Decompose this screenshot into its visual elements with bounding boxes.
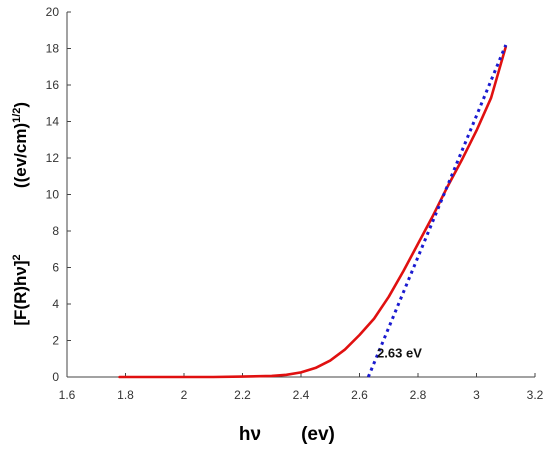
x-tick-label: 2.4 [293, 388, 310, 402]
x-axis-label-unit: (ev) [301, 424, 335, 445]
x-tick-label: 2 [181, 388, 188, 402]
x-axis-label-symbol: hν [239, 424, 261, 445]
x-tick-label: 2.2 [234, 388, 251, 402]
x-tick-label: 3 [473, 388, 480, 402]
x-ticks: 1.6 1.8 2 2.2 2.4 2.6 2.8 3 3.2 [59, 373, 544, 402]
x-tick-label: 1.6 [59, 388, 76, 402]
y-tick-label: 8 [52, 224, 59, 238]
y-tick-label: 12 [46, 151, 60, 165]
absorption-curve [118, 45, 508, 379]
tangent-fit-line [366, 44, 508, 378]
axes [66, 12, 535, 378]
series-layer [118, 44, 508, 379]
x-tick-label: 2.8 [410, 388, 427, 402]
y-tick-label: 2 [52, 334, 59, 348]
annotation-layer: 2.63 eV [377, 345, 422, 360]
y-tick-label: 18 [46, 42, 60, 56]
y-tick-label: 20 [46, 5, 60, 19]
y-tick-label: 16 [46, 78, 60, 92]
y-tick-label: 6 [52, 261, 59, 275]
y-ticks: 0 2 4 6 8 10 12 14 16 18 20 [46, 5, 71, 384]
y-axis-label-line2: [F(R)hν]2 [11, 254, 30, 325]
x-tick-label: 3.2 [527, 388, 544, 402]
y-tick-label: 10 [46, 188, 60, 202]
y-tick-label: 14 [46, 115, 60, 129]
y-tick-label: 0 [52, 370, 59, 384]
x-tick-label: 1.8 [117, 388, 134, 402]
band-gap-annotation: 2.63 eV [377, 345, 422, 360]
x-tick-label: 2.6 [351, 388, 368, 402]
y-tick-label: 4 [52, 297, 59, 311]
y-axis-label-line1: ((ev/cm)1/2) [11, 102, 30, 188]
